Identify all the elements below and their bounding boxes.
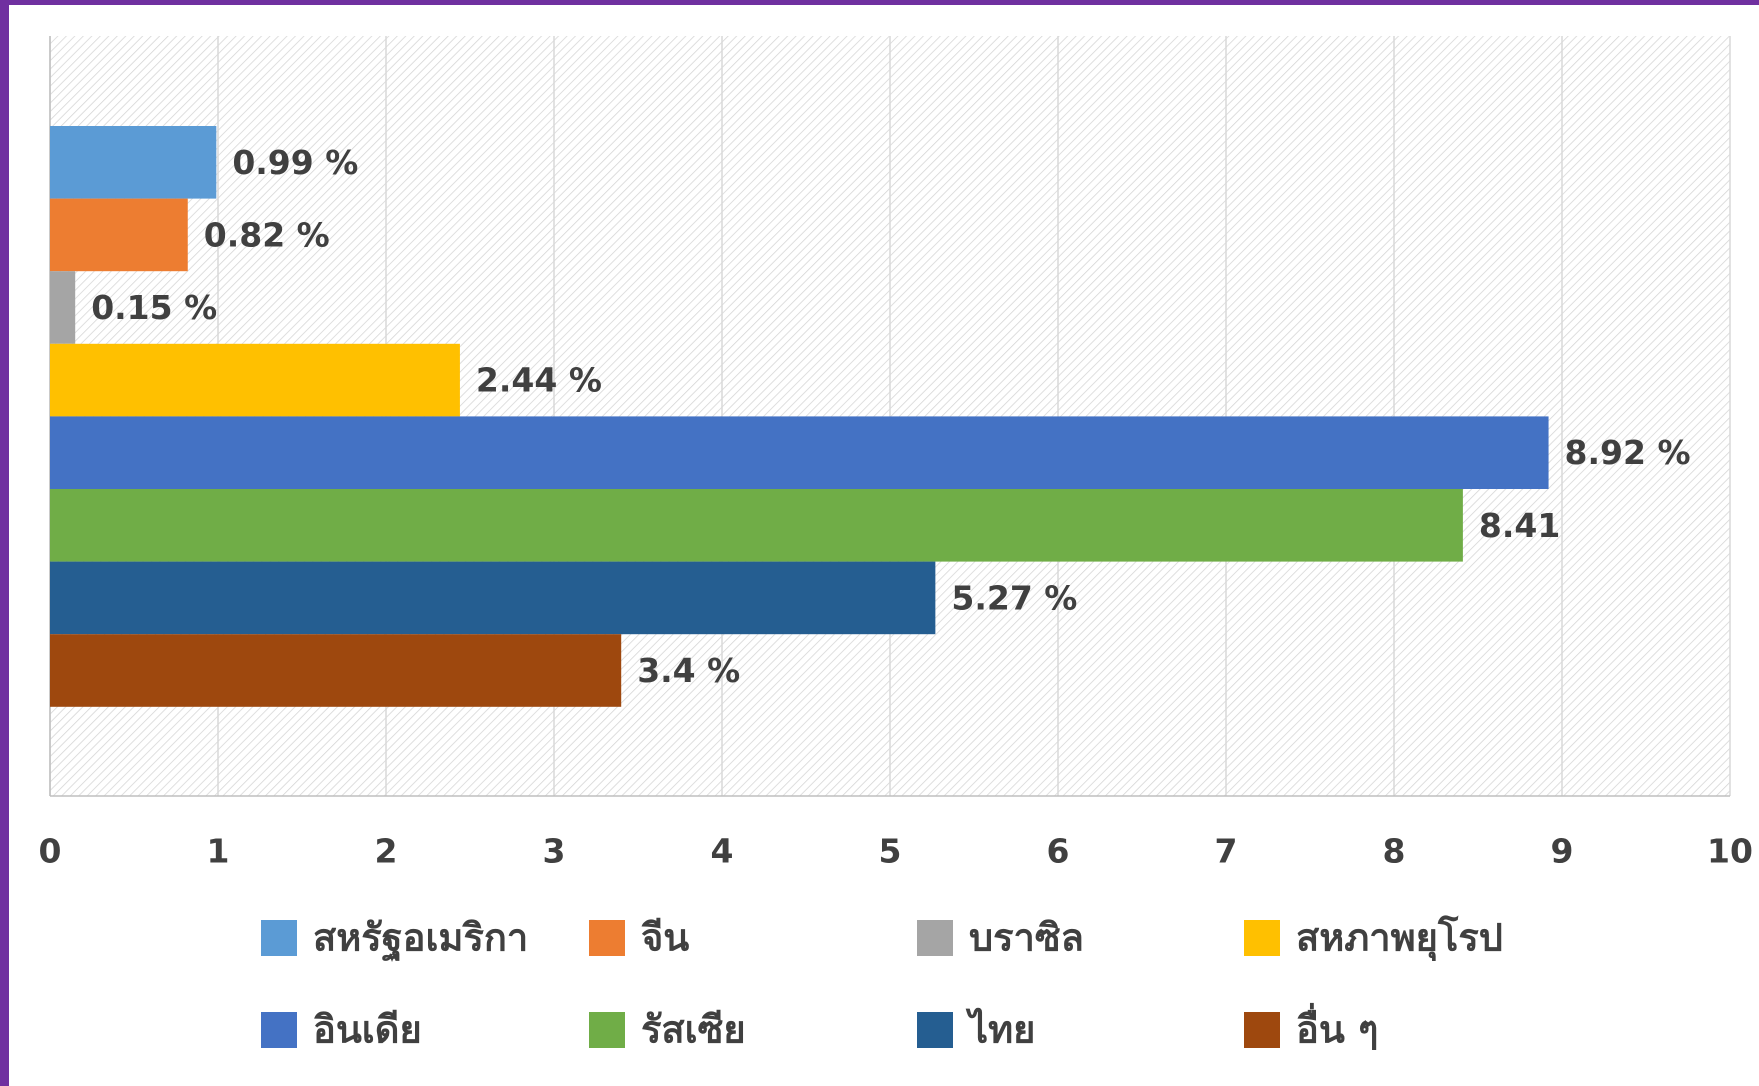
bar <box>50 561 936 635</box>
frame-top <box>0 0 1759 5</box>
x-tick-label: 7 <box>1215 832 1238 871</box>
data-label: 3.4 % <box>637 651 740 690</box>
bars <box>50 126 1549 707</box>
x-tick-label: 1 <box>207 832 230 871</box>
x-tick-label: 0 <box>39 832 62 871</box>
bar <box>50 126 217 199</box>
frame-left <box>0 0 9 1086</box>
legend-swatch <box>917 920 953 956</box>
legend-label: อื่น ๆ <box>1296 1003 1378 1052</box>
legend-swatch <box>1244 920 1280 956</box>
legend-label: บราซิล <box>969 916 1084 960</box>
data-label: 8.92 % <box>1565 433 1691 472</box>
x-tick-label: 10 <box>1707 832 1753 871</box>
data-label: 8.41 <box>1479 506 1560 545</box>
legend-swatch <box>589 1012 625 1048</box>
x-tick-label: 9 <box>1551 832 1574 871</box>
data-label: 2.44 % <box>476 361 602 400</box>
legend-swatch <box>917 1012 953 1048</box>
legend-swatch <box>261 920 297 956</box>
bar <box>50 416 1549 489</box>
legend-label: สหรัฐอเมริกา <box>313 916 528 963</box>
x-tick-label: 5 <box>879 832 902 871</box>
legend-label: ไทย <box>965 1008 1035 1052</box>
legend-label: อินเดีย <box>313 1008 422 1052</box>
data-label: 5.27 % <box>951 578 1077 617</box>
data-label: 0.99 % <box>232 143 358 182</box>
legend-label: รัสเซีย <box>641 1008 746 1052</box>
x-tick-label: 3 <box>543 832 566 871</box>
bar <box>50 343 460 417</box>
labels: 0 1 2 3 4 5 6 7 8 9 10 0.99 % 0.82 % 0.15 % 2.44 % 8.92… <box>39 143 1753 871</box>
legend-swatch <box>1244 1012 1280 1048</box>
bar <box>50 198 188 272</box>
x-tick-label: 6 <box>1047 832 1070 871</box>
legend-label: สหภาพยุโรป <box>1296 915 1503 962</box>
legend-swatch <box>589 920 625 956</box>
bar <box>50 634 622 707</box>
x-tick-label: 8 <box>1383 832 1406 871</box>
x-tick-label: 2 <box>375 832 398 871</box>
bar <box>50 271 76 344</box>
data-label: 0.15 % <box>91 288 217 327</box>
bar <box>50 489 1463 562</box>
legend-swatch <box>261 1012 297 1048</box>
x-tick-label: 4 <box>711 832 734 871</box>
legend-label: จีน <box>641 916 689 960</box>
data-label: 0.82 % <box>204 215 330 254</box>
